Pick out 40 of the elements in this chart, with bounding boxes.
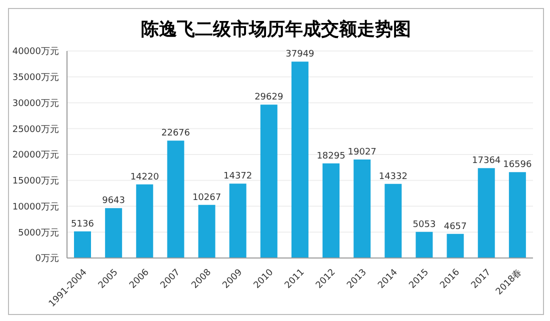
data-label: 17364 (472, 156, 501, 166)
bar (354, 160, 371, 258)
data-label: 37949 (286, 50, 315, 60)
data-label: 9643 (102, 196, 126, 206)
bar (198, 204, 216, 258)
bar (260, 104, 278, 258)
bar (74, 231, 91, 258)
data-label: 18295 (316, 151, 346, 162)
y-tick-label: 30000万元 (12, 98, 59, 109)
data-label: 16596 (503, 160, 532, 170)
data-label: 19027 (348, 148, 376, 158)
data-label: 5136 (71, 219, 94, 230)
bar (508, 172, 526, 258)
bar (229, 184, 246, 258)
y-tick-label: 15000万元 (12, 176, 59, 187)
data-label: 14372 (224, 172, 252, 182)
y-tick-label: 40000万元 (12, 46, 59, 58)
y-tick-label: 5000万元 (18, 227, 59, 238)
chart-title: 陈逸飞二级市场历年成交额走势图 (140, 18, 412, 42)
y-tick-label: 35000万元 (12, 72, 59, 84)
data-label: 14332 (378, 172, 408, 182)
data-label: 10267 (192, 192, 222, 203)
data-label: 22676 (161, 128, 190, 139)
bar (105, 208, 122, 258)
data-label: 4657 (444, 222, 467, 232)
y-tick-label: 25000万元 (12, 124, 59, 135)
y-tick-label: 20000万元 (12, 150, 59, 161)
data-label: 14220 (130, 172, 160, 182)
data-label: 5053 (412, 220, 436, 230)
bar (136, 184, 154, 258)
bar (478, 168, 495, 258)
y-tick-label: 0万元 (35, 253, 59, 264)
bar (416, 232, 433, 258)
bar (167, 140, 184, 258)
data-label: 29629 (254, 92, 284, 103)
bar (384, 184, 402, 258)
bar (322, 163, 340, 258)
bar (446, 234, 464, 258)
bar (291, 62, 308, 258)
y-tick-label: 10000万元 (12, 201, 59, 212)
